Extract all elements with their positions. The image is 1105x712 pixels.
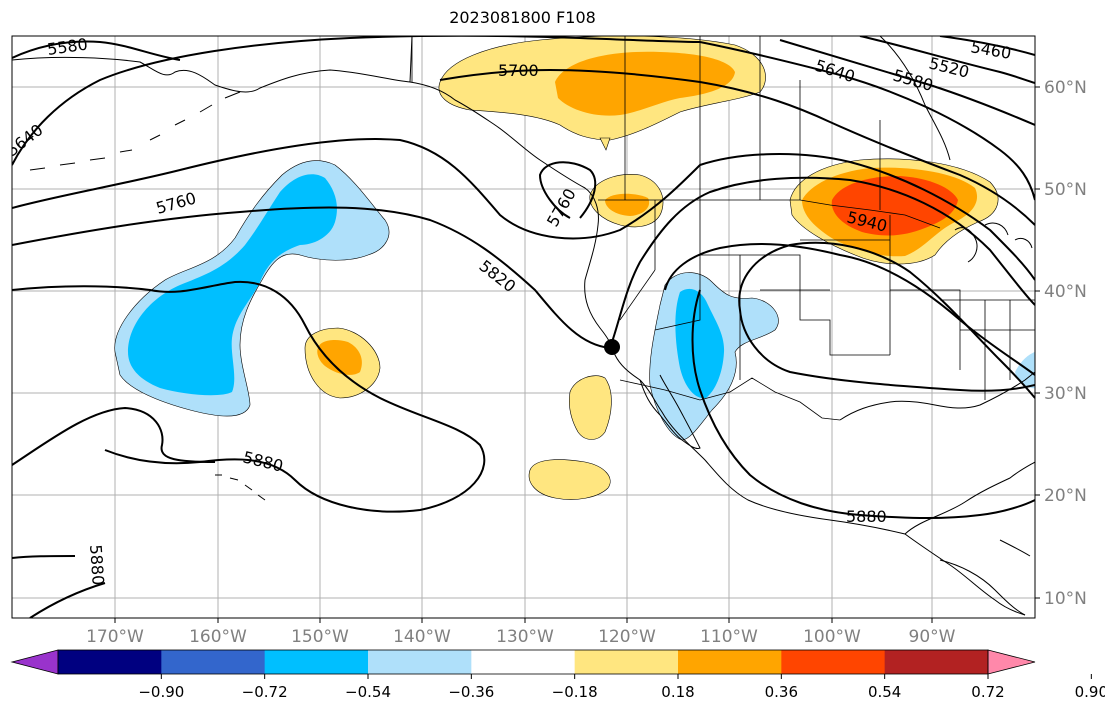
lon-tick-label: 140°W [393, 627, 451, 647]
lat-tick-label: 40°N [1044, 282, 1087, 302]
contour-5820-west [12, 280, 486, 513]
colorbar-frame [57, 649, 989, 675]
contour-5700-low [538, 161, 597, 219]
coast-alaska-north [12, 36, 413, 93]
contour-5880-east [664, 243, 1035, 376]
shading-warm [304, 36, 999, 500]
lon-tick-label: 170°W [86, 627, 144, 647]
contour-label: 5580 [46, 34, 89, 58]
colorbar-tick-label: 0.54 [868, 683, 901, 701]
colorbar-segment [781, 650, 886, 674]
coast-baja [639, 374, 701, 449]
border-us-mexico [619, 377, 841, 421]
lon-tick-label: 130°W [496, 627, 554, 647]
lat-tick-label: 10°N [1044, 589, 1087, 609]
coast-aleutian-islands [29, 91, 241, 171]
contour-5760 [12, 138, 1035, 281]
location-marker [604, 339, 620, 355]
lat-tick-label: 60°N [1044, 78, 1087, 98]
lon-tick-label: 110°W [700, 627, 758, 647]
canada-provinces [624, 36, 881, 210]
coast-alaska-panhandle [409, 81, 599, 226]
longitude-axis: 170°W 160°W 150°W 140°W 130°W 120°W 110°W 100°W… [86, 618, 956, 647]
contour-5580-west [12, 40, 181, 61]
colorbar: −0.90 −0.72 −0.54 −0.36 −0.18 0.18 0.36 0.54 0.7… [10, 649, 1105, 701]
coast-west-coast-us [584, 224, 1026, 616]
contour-5460 [939, 36, 1035, 56]
lon-tick-label: 100°W [803, 627, 861, 647]
colorbar-segment [161, 650, 266, 674]
state-borders [619, 200, 1035, 400]
colorbar-tick-label: −0.90 [138, 683, 184, 701]
colorbar-tick-label: 0.36 [765, 683, 798, 701]
contour-5700 [439, 68, 1035, 226]
lat-tick-label: 50°N [1044, 180, 1087, 200]
colorbar-segment [884, 650, 989, 674]
political-borders [411, 36, 1035, 421]
lat-tick-label: 30°N [1044, 384, 1087, 404]
blue-area-pacific-dark [128, 174, 337, 396]
coast-central-america [939, 539, 1031, 616]
colorbar-segment [58, 650, 162, 674]
colorbar-tick-label: 0.72 [971, 683, 1004, 701]
coast-great-lakes [954, 222, 1033, 263]
colorbar-segment [264, 650, 369, 674]
warm-area-tail [599, 137, 611, 151]
contour-5940 [691, 289, 1035, 520]
colorbar-segment [574, 650, 679, 674]
lon-tick-label: 120°W [598, 627, 656, 647]
shading-blue [114, 160, 1035, 441]
colorbar-extend-high [987, 649, 1036, 675]
lon-tick-label: 90°W [909, 627, 956, 647]
contour-label: 5880 [846, 507, 887, 526]
colorbar-tick-label: 0.90 [1075, 683, 1105, 701]
latitude-axis: 60°N 50°N 40°N 30°N 20°N 10°N [1035, 78, 1087, 609]
colorbar-tick-label: −0.18 [552, 683, 598, 701]
contour-5640-east [699, 41, 1035, 201]
colorbar-segment [471, 650, 576, 674]
colorbar-tick-label: −0.36 [448, 683, 494, 701]
colorbar-extend-low [10, 649, 59, 675]
contour-label: 5700 [498, 61, 539, 80]
lon-tick-label: 150°W [291, 627, 349, 647]
height-contours [12, 36, 1035, 618]
blue-area-southwest-dark [675, 288, 725, 399]
warm-area-pnw-dark [605, 193, 650, 216]
contour-5520 [859, 36, 1035, 84]
contour-5880-west [12, 406, 216, 466]
coast-hudson-bay [879, 36, 951, 161]
colorbar-segment [368, 650, 472, 674]
border-us-canada [598, 199, 941, 229]
contour-5580-north [779, 39, 1035, 126]
colorbar-tick-label: −0.54 [345, 683, 391, 701]
colorbar-segment [678, 650, 782, 674]
contour-5880-sw2 [29, 582, 106, 618]
map-panel: 5580 5640 5760 5700 5460 5520 5640 5580 … [12, 34, 1035, 618]
warm-area-alaska-dark [555, 51, 735, 116]
lon-tick-label: 160°W [189, 627, 247, 647]
map-title: 2023081800 F108 [449, 8, 596, 27]
warm-area-mexico-light [528, 459, 611, 500]
contour-5880-sw [12, 555, 76, 559]
coast-hawaii [215, 474, 266, 501]
lat-tick-label: 20°N [1044, 486, 1087, 506]
map-frame [11, 35, 1036, 619]
warm-area-pacific-dark [317, 340, 362, 375]
blue-area-gulf-light [1015, 351, 1035, 389]
colorbar-tick-label: −0.72 [242, 683, 288, 701]
warm-area-baja-light [568, 375, 612, 440]
contour-5880-loop [738, 241, 1035, 399]
contour-5640-west [12, 36, 701, 166]
contour-label: 5880 [86, 544, 108, 586]
colorbar-tick-label: 0.18 [661, 683, 694, 701]
